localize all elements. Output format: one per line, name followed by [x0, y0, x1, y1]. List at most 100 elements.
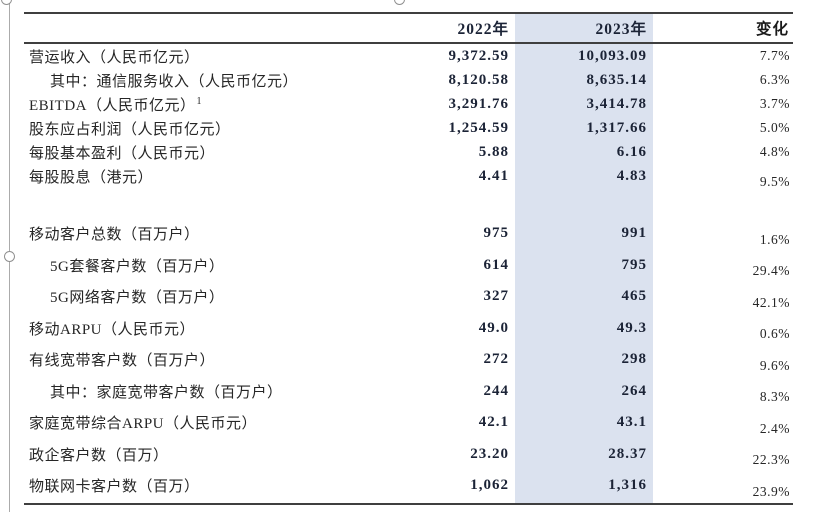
table-row: 5G网络客户数（百万户） 327 465 42.1%	[24, 281, 793, 313]
table-row: 家庭宽带综合ARPU（人民币元） 42.1 43.1 2.4%	[24, 407, 793, 439]
value-2023: 264	[621, 382, 647, 399]
row-label: 5G网络客户数（百万户）	[24, 286, 385, 307]
selection-handle-middle-left-icon[interactable]	[4, 251, 15, 262]
value-2022: 1,254.59	[448, 119, 509, 136]
row-label-text: 每股股息（港元）	[29, 169, 154, 186]
value-2023: 8,635.14	[586, 71, 647, 88]
value-2022: 244	[483, 382, 509, 399]
financial-summary-table: 2022年 2023年 变化 营运收入（人民币亿元） 9,372.59 10,093…	[24, 12, 793, 505]
value-change: 23.9%	[752, 483, 790, 499]
value-2022: 5.88	[478, 143, 509, 160]
value-change: 0.6%	[759, 326, 790, 342]
table-row: 每股基本盈利（人民币元） 5.88 6.16 4.8%	[24, 140, 793, 164]
table-header-row: 2022年 2023年 变化	[24, 14, 793, 44]
value-2022: 3,291.76	[448, 95, 509, 112]
row-label: 每股基本盈利（人民币元）	[24, 142, 385, 163]
table-group-divider-gap	[24, 188, 793, 218]
value-change: 7.7%	[759, 48, 790, 63]
row-label: 营运收入（人民币亿元）	[24, 46, 385, 67]
selection-handle-top-center-icon[interactable]	[394, 0, 405, 5]
row-label-text: 营运收入（人民币亿元）	[29, 49, 200, 66]
value-2022: 272	[483, 351, 509, 368]
row-label: 每股股息（港元）	[24, 166, 385, 187]
value-2022: 4.41	[478, 167, 509, 184]
row-label-text: 股东应占利润（人民币亿元）	[29, 121, 231, 138]
table-body-group-customers: 移动客户总数（百万户） 975 991 1.6% 5G套餐客户数（百万户） 614 795 2…	[24, 218, 793, 502]
value-change: 5.0%	[759, 120, 790, 135]
col-header-2023: 2023年	[595, 21, 647, 38]
table-row: 股东应占利润（人民币亿元） 1,254.59 1,317.66 5.0%	[24, 116, 793, 140]
value-2023: 4.83	[616, 167, 647, 184]
row-label: 移动客户总数（百万户）	[24, 223, 385, 244]
value-change: 9.6%	[759, 357, 790, 373]
col-header-2022: 2022年	[457, 21, 509, 38]
table-row: 物联网卡客户数（百万） 1,062 1,316 23.9%	[24, 470, 793, 502]
value-2023: 465	[621, 288, 647, 305]
value-2023: 795	[621, 256, 647, 273]
value-2022: 49.0	[478, 319, 509, 336]
value-change: 1.6%	[759, 231, 790, 247]
table-row: 移动客户总数（百万户） 975 991 1.6%	[24, 218, 793, 250]
value-2023: 3,414.78	[586, 95, 647, 112]
row-label-text: 家庭宽带综合ARPU（人民币元）	[29, 416, 258, 433]
table-row: 有线宽带客户数（百万户） 272 298 9.6%	[24, 344, 793, 376]
row-label: 物联网卡客户数（百万）	[24, 475, 385, 496]
highlight-2023-column	[515, 14, 653, 503]
row-label-text: 每股基本盈利（人民币元）	[29, 145, 216, 162]
value-2023: 1,317.66	[586, 119, 647, 136]
row-label: 家庭宽带综合ARPU（人民币元）	[24, 412, 385, 433]
value-2022: 23.20	[470, 445, 509, 462]
value-change: 22.3%	[752, 452, 790, 468]
row-label: 有线宽带客户数（百万户）	[24, 349, 385, 370]
table-row: 移动ARPU（人民币元） 49.0 49.3 0.6%	[24, 313, 793, 345]
row-label-text: 移动ARPU（人民币元）	[29, 321, 196, 338]
value-2022: 42.1	[478, 414, 509, 431]
value-change: 3.7%	[759, 96, 790, 111]
value-2023: 43.1	[616, 414, 647, 431]
value-2022: 975	[483, 225, 509, 242]
value-change: 8.3%	[759, 389, 790, 405]
row-label: 其中：通信服务收入（人民币亿元）	[24, 70, 385, 91]
value-2023: 1,316	[608, 477, 647, 494]
value-2022: 8,120.58	[448, 71, 509, 88]
value-change: 6.3%	[759, 72, 790, 87]
value-2023: 6.16	[616, 143, 647, 160]
value-2023: 10,093.09	[578, 47, 647, 64]
value-2022: 1,062	[470, 477, 509, 494]
value-change: 29.4%	[752, 263, 790, 279]
row-label-text: 有线宽带客户数（百万户）	[29, 353, 216, 370]
table-row: 其中：通信服务收入（人民币亿元） 8,120.58 8,635.14 6.3%	[24, 68, 793, 92]
row-label-text: 其中：通信服务收入（人民币亿元）	[50, 73, 299, 90]
selection-handle-top-left-icon[interactable]	[1, 0, 12, 5]
footnote-marker: 1	[196, 95, 202, 107]
value-2023: 28.37	[608, 445, 647, 462]
row-label: 5G套餐客户数（百万户）	[24, 255, 385, 276]
table-body-group-financials: 营运收入（人民币亿元） 9,372.59 10,093.09 7.7% 其中：通信服务收…	[24, 44, 793, 190]
value-change: 2.4%	[759, 420, 790, 436]
row-label: 其中：家庭宽带客户数（百万户）	[24, 381, 385, 402]
value-2023: 991	[621, 225, 647, 242]
table-row: 每股股息（港元） 4.41 4.83 9.5%	[24, 164, 793, 190]
row-label-text: 物联网卡客户数（百万）	[29, 479, 200, 496]
row-label: EBITDA（人民币亿元）1	[24, 94, 385, 115]
value-2022: 614	[483, 256, 509, 273]
value-2022: 9,372.59	[448, 47, 509, 64]
value-2022: 327	[483, 288, 509, 305]
value-change: 9.5%	[759, 174, 790, 189]
row-label-text: 其中：家庭宽带客户数（百万户）	[50, 384, 283, 401]
row-label: 政企客户数（百万）	[24, 444, 385, 465]
row-label-text: 政企客户数（百万）	[29, 447, 169, 464]
value-2023: 298	[621, 351, 647, 368]
row-label-text: 5G网络客户数（百万户）	[50, 290, 225, 307]
row-label-text: EBITDA（人民币亿元）	[29, 97, 196, 114]
value-change: 4.8%	[759, 144, 790, 159]
row-label-text: 移动客户总数（百万户）	[29, 227, 200, 244]
table-row: 5G套餐客户数（百万户） 614 795 29.4%	[24, 250, 793, 282]
table-row: 政企客户数（百万） 23.20 28.37 22.3%	[24, 439, 793, 471]
value-change: 42.1%	[752, 294, 790, 310]
row-label: 股东应占利润（人民币亿元）	[24, 118, 385, 139]
table-row: 其中：家庭宽带客户数（百万户） 244 264 8.3%	[24, 376, 793, 408]
row-label: 移动ARPU（人民币元）	[24, 318, 385, 339]
table-row: EBITDA（人民币亿元）1 3,291.76 3,414.78 3.7%	[24, 92, 793, 116]
